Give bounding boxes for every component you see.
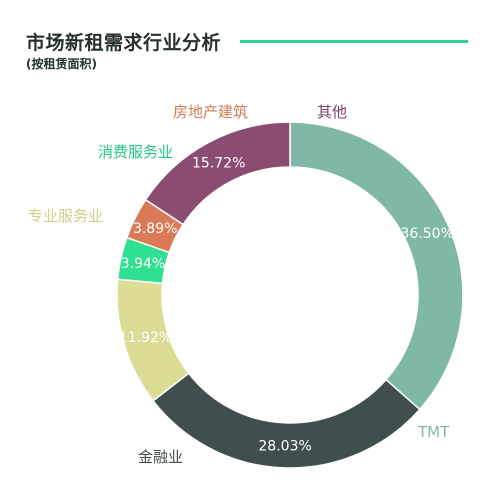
slice-value-label: 36.50% xyxy=(401,226,454,242)
slice-category-label: 房地产建筑 xyxy=(173,103,248,121)
slice-category-label: 专业服务业 xyxy=(28,207,103,225)
slice-value-label: 28.03% xyxy=(258,438,311,454)
slice-value-label: 15.72% xyxy=(192,156,245,172)
slice-0 xyxy=(289,121,464,411)
slice-group xyxy=(116,121,464,469)
value-label-group: 36.50% 28.03% 11.92% 3.94% 3.89% 15.72% xyxy=(119,156,454,455)
chart-subtitle: (按租赁面积) xyxy=(26,57,97,71)
chart-title: 市场新租需求行业分析 xyxy=(26,32,222,54)
slice-value-label: 11.92% xyxy=(119,330,172,346)
category-label-group: TMT 金融业 专业服务业 消费服务业 房地产建筑 其他 xyxy=(28,103,450,466)
slice-category-label: 消费服务业 xyxy=(98,143,173,161)
title-rule xyxy=(240,40,468,43)
slice-value-label: 3.94% xyxy=(121,256,165,272)
slice-5 xyxy=(144,121,291,226)
slice-category-label: 其他 xyxy=(317,103,347,121)
slice-category-label: 金融业 xyxy=(138,448,183,466)
slice-value-label: 3.89% xyxy=(133,221,177,237)
slice-category-label: TMT xyxy=(417,423,450,441)
